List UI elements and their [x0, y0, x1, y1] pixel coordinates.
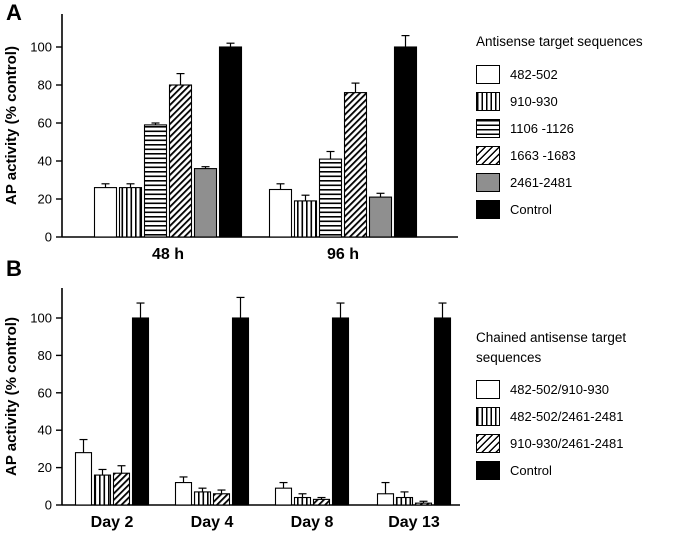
legend-label: 1663 -1683: [510, 147, 576, 163]
y-axis-label: AP activity (% control): [3, 317, 20, 476]
y-tick-label: 60: [38, 116, 52, 131]
bar: [118, 187, 143, 238]
x-category-label: Day 4: [191, 514, 234, 531]
x-category-label: Day 13: [388, 514, 440, 531]
y-tick-label: 20: [38, 460, 52, 475]
panel-b: B 0 20 40 60 80 100 AP activity (% control) Day…: [0, 256, 700, 545]
legend-swatch-white: [476, 64, 500, 84]
bar: [414, 502, 433, 506]
bar: [168, 84, 193, 238]
legend-title: Chained antisense target sequences: [476, 330, 627, 365]
legend-swatch-diagonal: [476, 434, 500, 454]
legend-item: 910-930/2461-2481: [476, 434, 694, 454]
bar: [331, 317, 350, 506]
bar: [131, 317, 150, 506]
y-axis-label: AP activity (% control): [3, 46, 20, 205]
bar: [93, 187, 118, 238]
bar: [74, 452, 93, 506]
bar: [93, 474, 112, 506]
bar: [293, 200, 318, 238]
bar: [368, 196, 393, 238]
x-category-label: 96 h: [327, 246, 359, 263]
legend-swatch-gray: [476, 172, 500, 192]
bar: [312, 498, 331, 506]
y-tick-label: 20: [38, 192, 52, 207]
bar: [343, 92, 368, 238]
panel-b-legend: Chained antisense target sequences 482-50…: [476, 328, 694, 488]
legend-item: 482-502: [476, 64, 694, 84]
legend-label: 482-502/910-930: [510, 382, 610, 398]
bar: [193, 168, 218, 238]
y-tick-label: 40: [38, 154, 52, 169]
legend-label: 910-930/2461-2481: [510, 436, 624, 452]
bar: [274, 487, 293, 506]
legend-label: Control: [510, 463, 552, 479]
legend-item: Control: [476, 199, 694, 219]
bar: [112, 472, 131, 506]
legend-label: 1106 -1126: [510, 120, 574, 136]
legend-item: 482-502/2461-2481: [476, 407, 694, 427]
y-tick-label: 80: [38, 348, 52, 363]
legend-label: 2461-2481: [510, 174, 573, 190]
y-tick-label: 0: [45, 230, 52, 245]
legend-item: 1106 -1126: [476, 118, 694, 138]
bar: [433, 317, 452, 506]
panel-b-bar-chart: 0 20 40 60 80 100 AP activity (% control) Day 2…: [3, 288, 460, 531]
panel-a-label: A: [6, 0, 22, 25]
bar: [174, 482, 193, 506]
y-tick-label: 0: [45, 498, 52, 513]
legend-label: 910-930: [510, 93, 558, 109]
y-tick-label: 100: [30, 40, 52, 55]
legend-title: Antisense target sequences: [476, 34, 643, 49]
legend-item: 910-930: [476, 91, 694, 111]
legend-swatch-vertical: [476, 91, 500, 111]
x-category-label: Day 2: [91, 514, 134, 531]
legend-item: 1663 -1683: [476, 145, 694, 165]
legend-label: 482-502: [510, 66, 558, 82]
panel-a: A 0 20 40 60 80 100 AP activity (% control) 48 …: [0, 0, 700, 265]
bar: [318, 158, 343, 238]
bar: [268, 188, 293, 238]
y-tick-label: 40: [38, 423, 52, 438]
legend-swatch-black: [476, 461, 500, 481]
legend-swatch-black: [476, 199, 500, 219]
bar: [293, 496, 312, 506]
x-category-label: Day 8: [291, 514, 334, 531]
bar: [218, 46, 243, 238]
bar: [395, 496, 414, 506]
panel-a-bar-chart: 0 20 40 60 80 100 AP activity (% control) 48 h 9…: [3, 14, 458, 263]
bar: [193, 491, 212, 506]
x-category-label: 48 h: [152, 246, 184, 263]
legend-swatch-vertical: [476, 407, 500, 427]
bar: [143, 124, 168, 238]
panel-b-label: B: [6, 256, 22, 281]
y-tick-label: 100: [30, 311, 52, 326]
legend-swatch-white: [476, 380, 500, 400]
bar: [393, 46, 418, 238]
legend-swatch-horizontal: [476, 118, 500, 138]
bar: [231, 317, 250, 506]
bar: [376, 493, 395, 506]
legend-label: Control: [510, 201, 552, 217]
legend-item: Control: [476, 461, 694, 481]
legend-swatch-diagonal: [476, 145, 500, 165]
y-tick-label: 80: [38, 78, 52, 93]
legend-item: 482-502/910-930: [476, 380, 694, 400]
legend-item: 2461-2481: [476, 172, 694, 192]
legend-label: 482-502/2461-2481: [510, 409, 624, 425]
bar: [212, 493, 231, 506]
panel-a-legend: Antisense target sequences 482-502 910-930…: [476, 32, 694, 227]
y-tick-label: 60: [38, 385, 52, 400]
